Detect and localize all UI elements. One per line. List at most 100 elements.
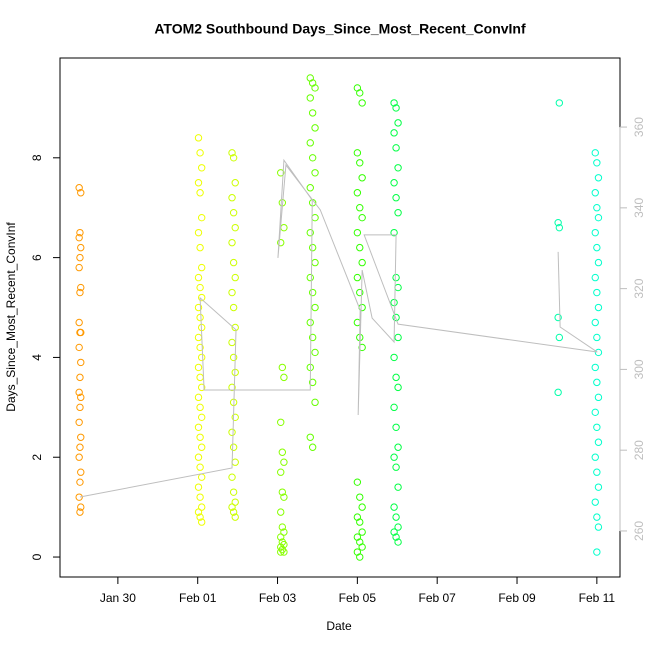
data-point (356, 159, 364, 167)
data-point (277, 508, 285, 516)
data-point (593, 423, 601, 431)
data-point (229, 488, 238, 496)
data-point (554, 388, 562, 397)
data-point (76, 288, 84, 297)
data-point (591, 228, 599, 237)
data-point (76, 253, 84, 262)
data-point (197, 213, 206, 222)
data-point (197, 443, 206, 451)
data-point (390, 228, 398, 237)
data-point (594, 258, 603, 267)
data-point (228, 503, 236, 511)
data-point (358, 99, 366, 107)
data-point (196, 243, 204, 252)
data-point (353, 149, 362, 157)
data-point (196, 149, 204, 157)
data-point (356, 243, 364, 252)
data-point (278, 523, 287, 531)
data-point (593, 288, 601, 297)
data-point (390, 353, 398, 362)
data-point (278, 363, 287, 372)
data-point (197, 413, 206, 422)
data-point (392, 273, 400, 282)
data-point (311, 348, 319, 357)
data-point (77, 358, 85, 367)
data-point (194, 453, 203, 461)
data-point (194, 508, 203, 516)
data-point (194, 303, 203, 312)
data-point (196, 493, 204, 501)
y2-tick-label: 320 (632, 278, 646, 298)
data-point (593, 468, 601, 476)
data-point (231, 179, 239, 187)
data-point (196, 373, 204, 382)
data-point (197, 293, 206, 302)
data-point (555, 223, 564, 232)
data-point (308, 154, 317, 162)
data-point (311, 213, 319, 222)
data-point (356, 204, 364, 212)
data-point (593, 159, 601, 167)
data-point (75, 418, 83, 426)
data-point (394, 209, 402, 217)
data-point (228, 238, 236, 247)
data-point (394, 333, 402, 342)
data-point (353, 228, 362, 237)
data-point (311, 398, 319, 407)
data-point (231, 413, 239, 422)
data-point (390, 298, 398, 307)
data-point (76, 328, 84, 337)
data-point (196, 343, 204, 352)
data-point (593, 548, 601, 556)
data-point (278, 488, 287, 496)
y2-tick-label: 300 (632, 359, 646, 379)
data-point (306, 273, 314, 282)
data-point (394, 283, 402, 292)
data-point (229, 303, 238, 312)
data-point (76, 228, 84, 237)
data-point (390, 528, 398, 536)
data-point (196, 513, 204, 521)
data-point (591, 453, 599, 461)
data-point (280, 458, 288, 466)
data-point (197, 353, 206, 362)
data-point (231, 323, 239, 332)
x-tick-label: Feb 03 (259, 591, 297, 605)
data-point (356, 493, 364, 501)
data-point (76, 443, 84, 451)
data-point (306, 94, 314, 102)
data-point (555, 333, 564, 342)
data-point (277, 418, 285, 426)
data-point (390, 403, 398, 412)
data-point (228, 149, 236, 157)
data-point (228, 194, 236, 202)
data-point (594, 213, 603, 222)
data-point (394, 523, 402, 531)
data-point (196, 313, 204, 322)
data-point (591, 149, 599, 157)
data-point (594, 348, 603, 357)
data-point (356, 288, 364, 297)
data-point (77, 283, 85, 292)
data-point (358, 543, 366, 551)
data-point (306, 318, 314, 327)
y2-tick-label: 280 (632, 440, 646, 460)
data-point (196, 403, 204, 412)
data-point (228, 428, 236, 436)
data-point (353, 189, 362, 197)
data-point (594, 483, 603, 491)
data-point (306, 228, 314, 237)
data-point (194, 333, 203, 342)
data-point (358, 503, 366, 511)
data-point (392, 104, 400, 112)
data-point (75, 343, 83, 352)
data-point (306, 139, 314, 147)
data-point (77, 189, 85, 197)
data-point (76, 403, 84, 412)
data-point (591, 408, 599, 417)
data-point (594, 523, 603, 531)
data-point (229, 353, 238, 362)
data-point (194, 483, 203, 491)
data-point (228, 473, 236, 481)
